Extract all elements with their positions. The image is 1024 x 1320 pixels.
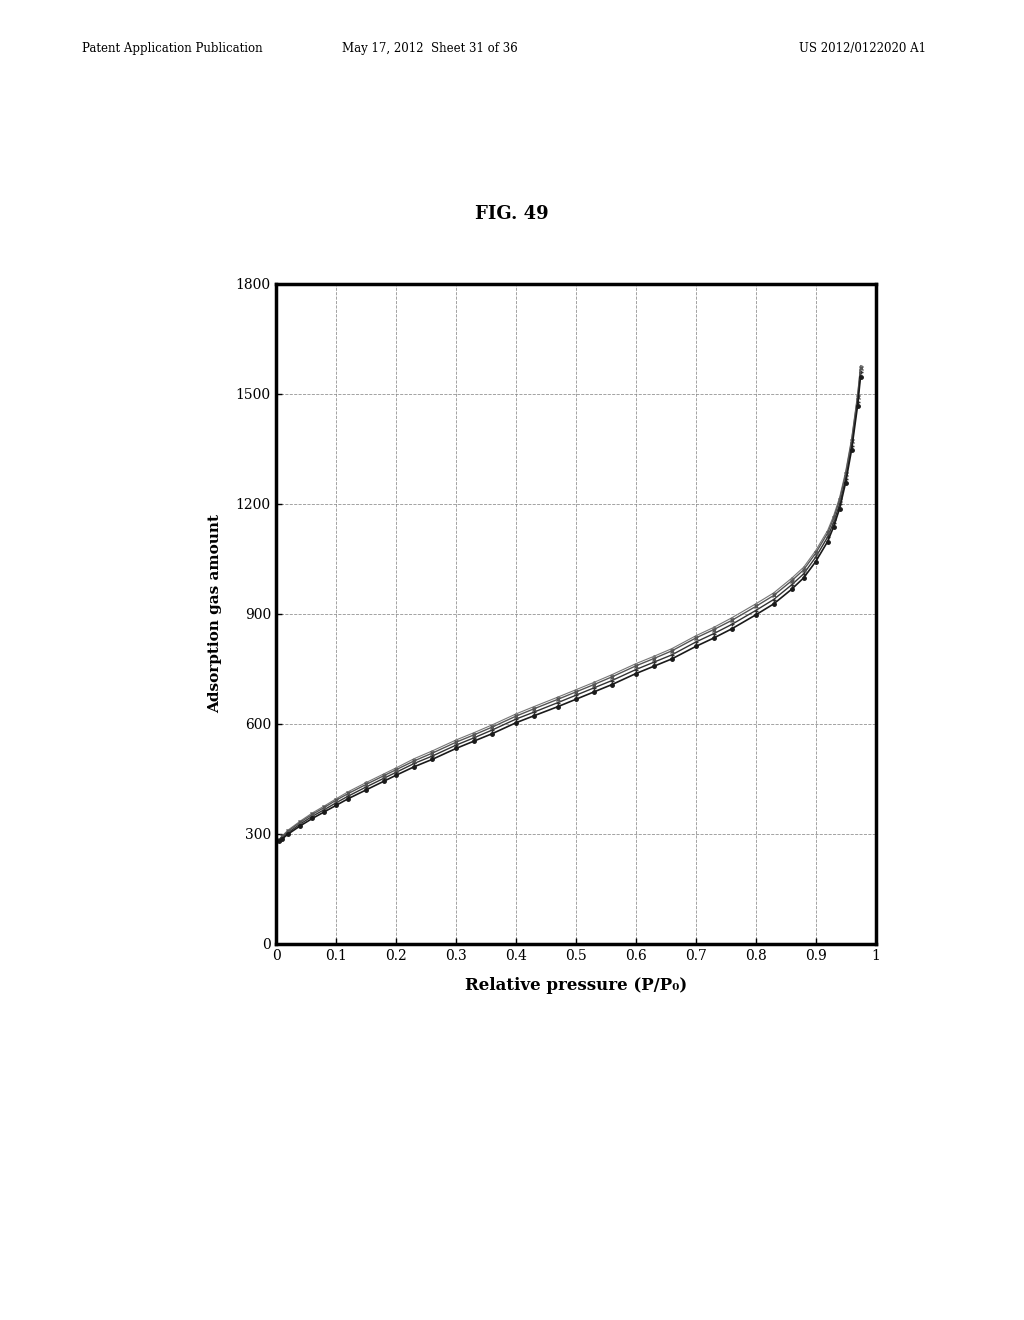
Text: May 17, 2012  Sheet 31 of 36: May 17, 2012 Sheet 31 of 36 xyxy=(342,42,518,55)
Text: US 2012/0122020 A1: US 2012/0122020 A1 xyxy=(799,42,926,55)
X-axis label: Relative pressure (P/P₀): Relative pressure (P/P₀) xyxy=(465,977,687,994)
Text: FIG. 49: FIG. 49 xyxy=(475,205,549,223)
Text: Patent Application Publication: Patent Application Publication xyxy=(82,42,262,55)
Y-axis label: Adsorption gas amount: Adsorption gas amount xyxy=(208,515,222,713)
